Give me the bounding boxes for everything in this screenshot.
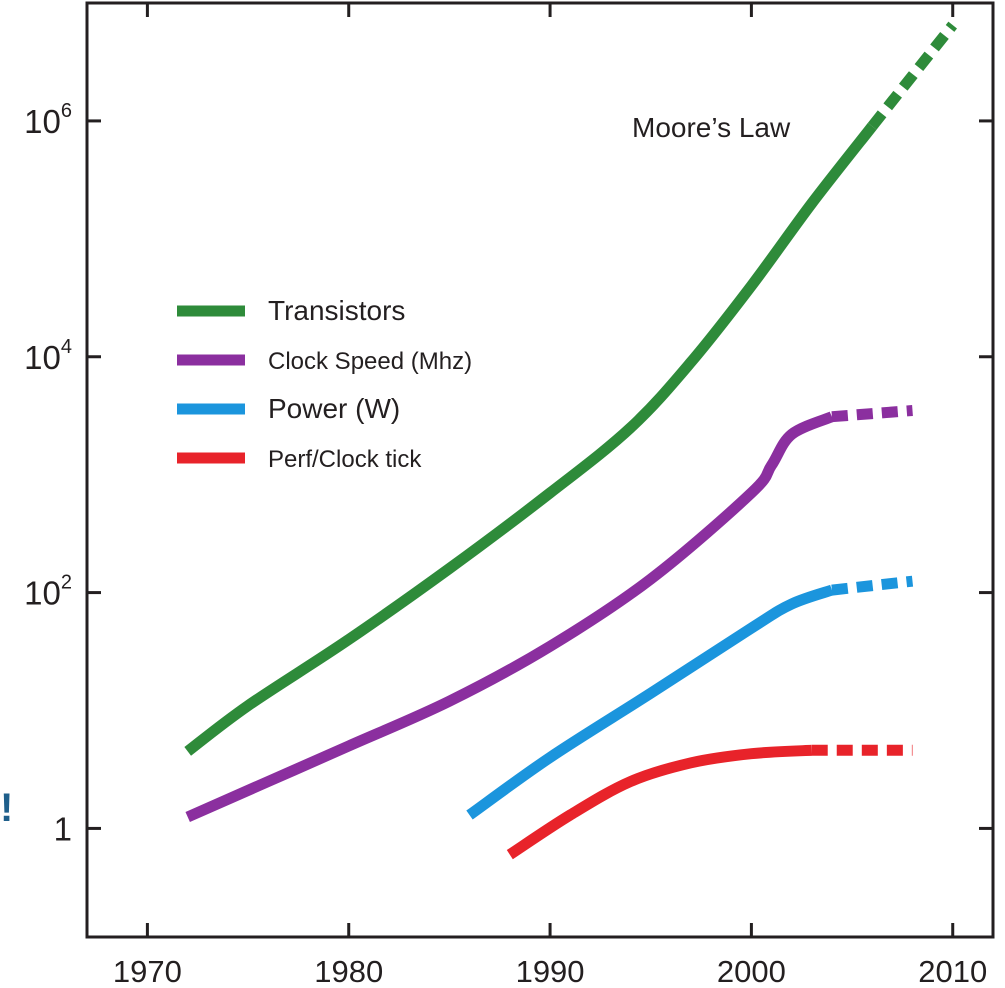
legend: Transistors Clock Speed (Mhz) Power (W) Per… (177, 295, 472, 473)
series-projection-transistors (867, 21, 957, 130)
x-tick-label: 2000 (717, 954, 786, 988)
x-tick-label: 1980 (314, 954, 383, 988)
series-line-transistors (184, 122, 877, 756)
x-tick-label: 1970 (113, 954, 182, 988)
x-tick-label: 1990 (516, 954, 585, 988)
series-line-power-w (466, 584, 834, 820)
y-axis: 1 102 104 106 (24, 100, 993, 847)
y-tick-label: 102 (24, 572, 72, 612)
legend-label-perf-clock-tick: Perf/Clock tick (268, 446, 422, 473)
series-line-clock-speed-mhz (185, 411, 835, 823)
y-tick-label: 104 (24, 336, 72, 376)
legend-label-clock-speed-mhz: Clock Speed (Mhz) (268, 348, 472, 375)
x-tick-label: 2010 (918, 954, 987, 988)
x-axis: 1970 1980 1990 2000 2010 (113, 3, 987, 988)
series-lines (184, 21, 957, 860)
legend-label-power-w: Power (W) (268, 393, 400, 424)
series-projection-clock-speed-mhz (831, 405, 913, 423)
margin-mark: ! (0, 786, 14, 830)
legend-label-transistors: Transistors (268, 295, 405, 326)
y-tick-label: 106 (24, 100, 72, 140)
moores-law-annotation: Moore’s Law (632, 112, 791, 143)
plot-frame (85, 1, 995, 939)
series-line-perf-clock-tick (506, 744, 813, 860)
series-projection-power-w (831, 575, 914, 596)
y-tick-label: 1 (54, 810, 72, 847)
